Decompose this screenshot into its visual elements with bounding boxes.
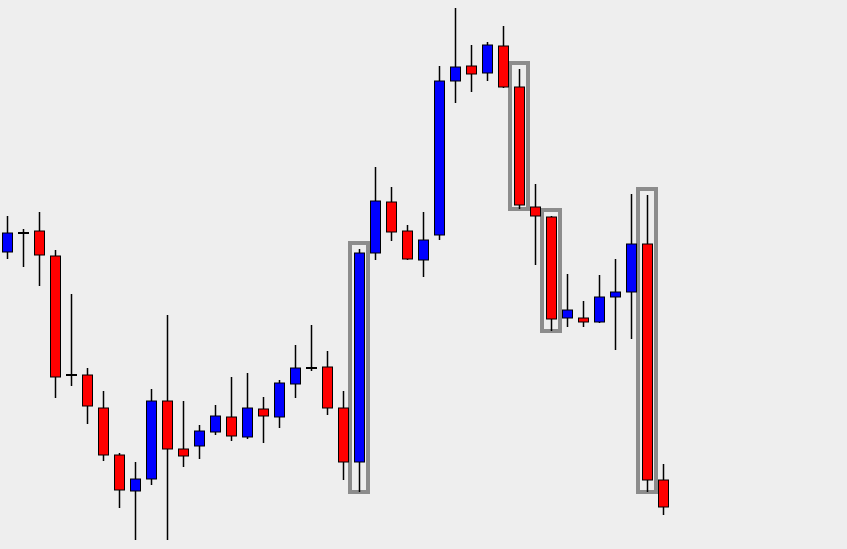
- candle-body: [130, 478, 141, 492]
- candle: [482, 42, 493, 81]
- candle: [50, 250, 61, 398]
- candle: [274, 380, 285, 428]
- candle-body: [642, 243, 653, 481]
- candle-body: [370, 200, 381, 254]
- candle: [546, 216, 557, 331]
- candle-body: [610, 291, 621, 298]
- candle: [418, 212, 429, 277]
- candle: [626, 194, 637, 339]
- candle: [2, 216, 13, 259]
- candle: [370, 167, 381, 260]
- candle-body: [34, 230, 45, 256]
- candles: [2, 8, 669, 540]
- candle: [642, 195, 653, 492]
- candle: [130, 462, 141, 540]
- candle: [226, 377, 237, 441]
- candle-body: [338, 407, 349, 463]
- candle: [434, 66, 445, 240]
- candle: [658, 464, 669, 515]
- candle: [514, 69, 525, 209]
- candle-body: [562, 309, 573, 319]
- candle-body: [290, 367, 301, 385]
- candle-body: [242, 407, 253, 438]
- candle-body: [530, 206, 541, 217]
- candle: [450, 8, 461, 103]
- candle: [594, 275, 605, 323]
- candle: [98, 391, 109, 461]
- candle-body: [98, 407, 109, 456]
- candle-body: [434, 80, 445, 236]
- candle-body: [226, 416, 237, 437]
- candle-body: [482, 44, 493, 74]
- candle: [210, 405, 221, 435]
- candle: [338, 391, 349, 480]
- candle: [242, 373, 253, 439]
- candle-body: [514, 86, 525, 206]
- candle: [354, 249, 365, 492]
- candle-body: [626, 243, 637, 293]
- candle-body: [466, 65, 477, 75]
- candle: [178, 401, 189, 467]
- candle-body: [210, 415, 221, 433]
- candle: [114, 453, 125, 508]
- candle: [322, 351, 333, 415]
- candle-body: [578, 317, 589, 323]
- candle-body: [50, 255, 61, 378]
- candle-body: [450, 66, 461, 82]
- candle-body: [258, 408, 269, 417]
- candle: [386, 187, 397, 241]
- candle: [146, 389, 157, 485]
- candle: [66, 294, 77, 386]
- candle-body: [82, 374, 93, 407]
- candle: [82, 368, 93, 424]
- candle: [194, 425, 205, 459]
- candle-body: [2, 232, 13, 253]
- candle-body: [274, 382, 285, 418]
- candle-body: [322, 366, 333, 409]
- candle-body: [162, 400, 173, 450]
- candle: [610, 259, 621, 350]
- candle: [530, 184, 541, 265]
- candle: [290, 345, 301, 398]
- candle: [562, 274, 573, 327]
- candle-body: [498, 45, 509, 88]
- candle: [18, 229, 29, 267]
- candle-body: [178, 448, 189, 457]
- candle: [402, 225, 413, 260]
- candle-body: [402, 230, 413, 260]
- candle-body: [594, 296, 605, 323]
- candle: [306, 325, 317, 371]
- candle-body: [658, 479, 669, 508]
- candle-body: [194, 430, 205, 447]
- candle-body: [546, 216, 557, 320]
- candle: [578, 301, 589, 327]
- candle: [162, 315, 173, 540]
- candle: [498, 26, 509, 88]
- candle-body: [386, 201, 397, 233]
- candle: [34, 212, 45, 286]
- candle: [466, 45, 477, 92]
- candle: [258, 397, 269, 443]
- candle-body: [354, 252, 365, 463]
- candle-body: [114, 454, 125, 491]
- candle-body: [418, 239, 429, 261]
- candle-body: [146, 400, 157, 480]
